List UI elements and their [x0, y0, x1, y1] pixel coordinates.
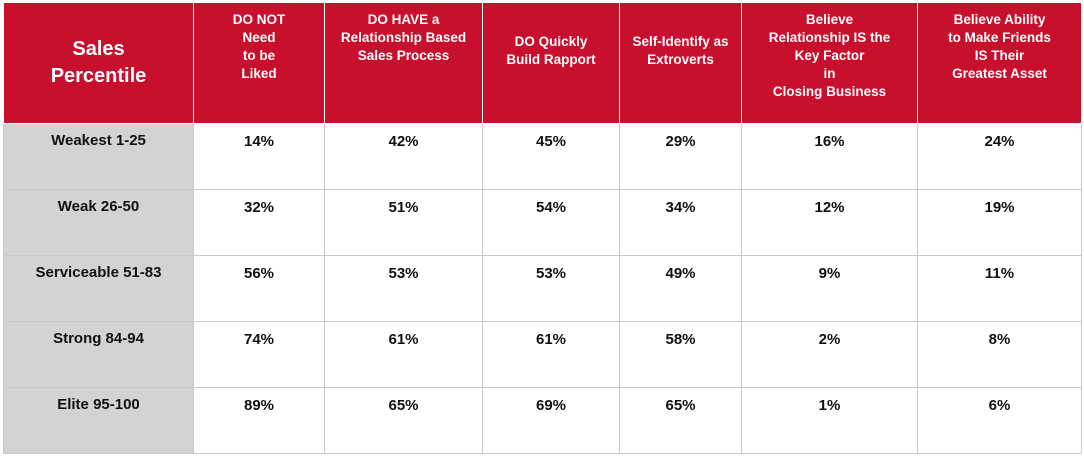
column-header-line: Key Factor	[794, 48, 865, 63]
table-cell: 29%	[619, 122, 742, 190]
column-header-line: Greatest Asset	[952, 66, 1047, 81]
column-header-line: to Make Friends	[948, 30, 1051, 45]
row-label: Weak 26-50	[3, 188, 194, 256]
corner-header-line: Percentile	[50, 64, 147, 87]
table-row: Weakest 1-25 14% 42% 45% 29% 16% 24%	[3, 122, 1082, 190]
table-cell: 53%	[482, 254, 620, 322]
table-cell: 54%	[482, 188, 620, 256]
header-row: Sales Percentile DO NOT Need to be Liked…	[3, 3, 1082, 124]
table-cell: 24%	[917, 122, 1082, 190]
row-label: Serviceable 51-83	[3, 254, 194, 322]
table-container: Sales Percentile DO NOT Need to be Liked…	[3, 3, 1082, 455]
column-header-line: Sales Process	[357, 48, 450, 63]
table-cell: 49%	[619, 254, 742, 322]
column-header-line: DO NOT	[232, 12, 286, 27]
column-header-line: Believe Ability	[953, 12, 1046, 27]
table-cell: 9%	[741, 254, 918, 322]
table-cell: 32%	[193, 188, 325, 256]
column-header-line: Extroverts	[647, 52, 714, 67]
sales-percentile-table: Sales Percentile DO NOT Need to be Liked…	[3, 3, 1082, 455]
corner-header-line: Sales	[72, 37, 125, 60]
table-cell: 2%	[741, 320, 918, 388]
column-header-line: Build Rapport	[506, 52, 596, 67]
column-header-line: DO HAVE a	[367, 12, 440, 27]
table-row: Strong 84-94 74% 61% 61% 58% 2% 8%	[3, 320, 1082, 388]
column-header: Believe Relationship IS the Key Factor i…	[741, 3, 918, 124]
table-cell: 1%	[741, 386, 918, 455]
table-cell: 14%	[193, 122, 325, 190]
table-cell: 51%	[324, 188, 483, 256]
column-header-line: Need	[242, 30, 276, 45]
column-header: Self-Identify as Extroverts	[619, 3, 742, 124]
table-cell: 11%	[917, 254, 1082, 322]
table-cell: 65%	[324, 386, 483, 455]
table-cell: 65%	[619, 386, 742, 455]
table-row: Weak 26-50 32% 51% 54% 34% 12% 19%	[3, 188, 1082, 256]
column-header-line: Liked	[241, 66, 277, 81]
table-cell: 74%	[193, 320, 325, 388]
table-cell: 12%	[741, 188, 918, 256]
table-cell: 61%	[324, 320, 483, 388]
column-header: DO Quickly Build Rapport	[482, 3, 620, 124]
table-cell: 34%	[619, 188, 742, 256]
column-header-line: Closing Business	[772, 84, 887, 99]
column-header-line: Believe	[805, 12, 854, 27]
column-header-line: DO Quickly	[514, 34, 588, 49]
row-label: Weakest 1-25	[3, 122, 194, 190]
column-header: DO HAVE a Relationship Based Sales Proce…	[324, 3, 483, 124]
table-cell: 56%	[193, 254, 325, 322]
table-row: Elite 95-100 89% 65% 69% 65% 1% 6%	[3, 386, 1082, 455]
table-cell: 53%	[324, 254, 483, 322]
table-cell: 6%	[917, 386, 1082, 455]
row-label: Strong 84-94	[3, 320, 194, 388]
column-header-line: to be	[242, 48, 276, 63]
table-cell: 16%	[741, 122, 918, 190]
table-cell: 89%	[193, 386, 325, 455]
column-header: DO NOT Need to be Liked	[193, 3, 325, 124]
column-header-line: Relationship Based	[340, 30, 467, 45]
table-cell: 19%	[917, 188, 1082, 256]
table-cell: 42%	[324, 122, 483, 190]
table-cell: 69%	[482, 386, 620, 455]
column-header-line: in	[823, 66, 836, 81]
table-cell: 8%	[917, 320, 1082, 388]
corner-header: Sales Percentile	[3, 3, 194, 124]
row-label: Elite 95-100	[3, 386, 194, 455]
column-header-line: Relationship IS the	[768, 30, 891, 45]
column-header-line: Self-Identify as	[632, 34, 729, 49]
column-header-line: IS Their	[974, 48, 1025, 63]
table-cell: 45%	[482, 122, 620, 190]
table-cell: 58%	[619, 320, 742, 388]
table-cell: 61%	[482, 320, 620, 388]
column-header: Believe Ability to Make Friends IS Their…	[917, 3, 1082, 124]
table-row: Serviceable 51-83 56% 53% 53% 49% 9% 11%	[3, 254, 1082, 322]
